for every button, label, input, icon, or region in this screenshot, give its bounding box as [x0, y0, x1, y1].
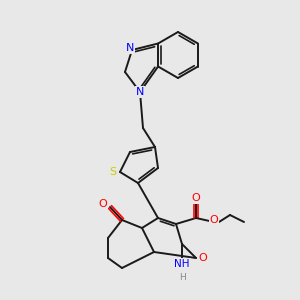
Text: N: N — [136, 87, 144, 97]
Text: O: O — [199, 253, 207, 263]
Text: H: H — [178, 272, 185, 281]
Text: O: O — [99, 199, 107, 209]
Text: S: S — [110, 167, 117, 177]
Text: O: O — [210, 215, 218, 225]
Text: NH: NH — [174, 259, 190, 269]
Text: O: O — [192, 193, 200, 203]
Text: N: N — [126, 43, 134, 53]
